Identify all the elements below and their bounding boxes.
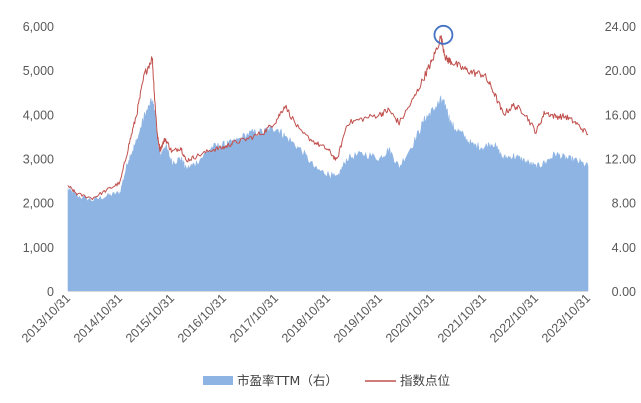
index-line-layer: [67, 35, 589, 201]
right-tick-label: 20.00: [605, 64, 636, 78]
pe-ttm-area-layer: [67, 95, 589, 292]
legend-swatch-pe-ttm: [203, 376, 233, 385]
right-tick-label: 0.00: [612, 285, 636, 299]
x-tick-label: 2022/10/31: [487, 291, 541, 345]
x-tick-label: 2016/10/31: [175, 291, 229, 345]
series-line-index: [67, 35, 589, 201]
x-tick-label: 2018/10/31: [279, 291, 333, 345]
x-tick-label: 2020/10/31: [383, 291, 437, 345]
left-tick-label: 0: [47, 285, 54, 299]
left-tick-label: 3,000: [23, 153, 54, 167]
left-tick-label: 5,000: [23, 64, 54, 78]
left-tick-label: 2,000: [23, 197, 54, 211]
legend-item-index[interactable]: 指数点位: [365, 373, 450, 388]
x-tick-label: 2019/10/31: [331, 291, 385, 345]
x-tick-label: 2015/10/31: [123, 291, 177, 345]
left-tick-label: 1,000: [23, 241, 54, 255]
left-tick-label: 4,000: [23, 108, 54, 122]
annotation-layer: [433, 24, 454, 45]
left-tick-label: 6,000: [23, 20, 54, 34]
x-tick-label: 2017/10/31: [227, 291, 281, 345]
x-axis-ticks: 2013/10/312014/10/312015/10/312016/10/31…: [19, 291, 593, 345]
x-tick-label: 2013/10/31: [19, 291, 73, 345]
x-tick-label: 2023/10/31: [539, 291, 593, 345]
right-y-axis-ticks: 0.00 4.00 8.00 12.00 16.00 20.00 24.00: [605, 20, 636, 299]
right-tick-label: 12.00: [605, 153, 636, 167]
legend: 市盈率TTM（右） 指数点位: [203, 373, 450, 388]
right-tick-label: 4.00: [612, 241, 636, 255]
right-tick-label: 16.00: [605, 108, 636, 122]
peak-highlight-circle: [433, 24, 454, 45]
legend-label-pe-ttm: 市盈率TTM（右）: [237, 373, 338, 388]
series-area-pe-ttm: [67, 95, 589, 292]
right-tick-label: 24.00: [605, 20, 636, 34]
right-tick-label: 8.00: [612, 197, 636, 211]
legend-item-pe-ttm[interactable]: 市盈率TTM（右）: [203, 373, 338, 388]
legend-label-index: 指数点位: [400, 373, 450, 388]
x-tick-label: 2021/10/31: [435, 291, 489, 345]
left-y-axis-ticks: 0 1,000 2,000 3,000 4,000 5,000 6,000: [23, 20, 54, 299]
x-tick-label: 2014/10/31: [71, 291, 125, 345]
